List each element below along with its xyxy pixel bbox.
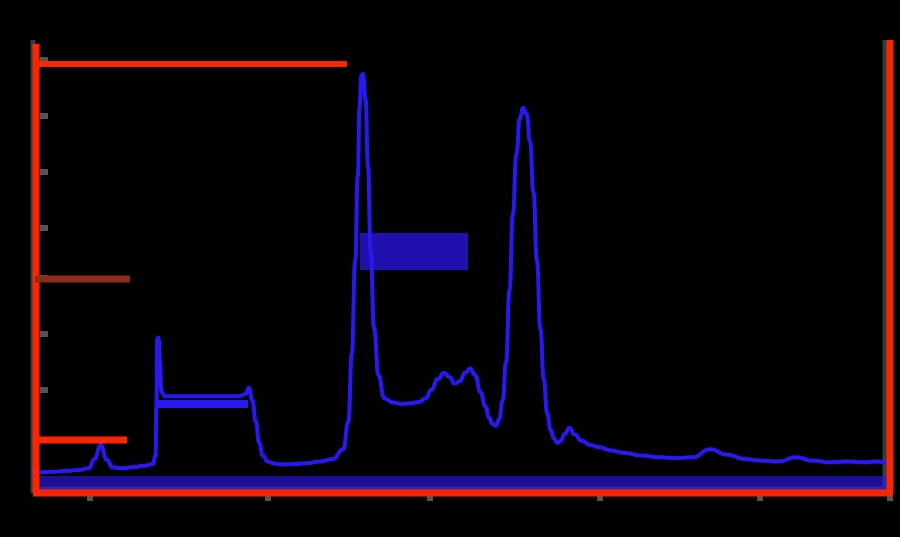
fill-region-center xyxy=(360,233,468,270)
fill-regions xyxy=(33,233,890,490)
axis-overlay-red xyxy=(32,40,894,497)
spectrum-curve xyxy=(31,71,892,475)
annotation-lines xyxy=(33,61,347,444)
fill-region-baseline xyxy=(33,476,890,490)
